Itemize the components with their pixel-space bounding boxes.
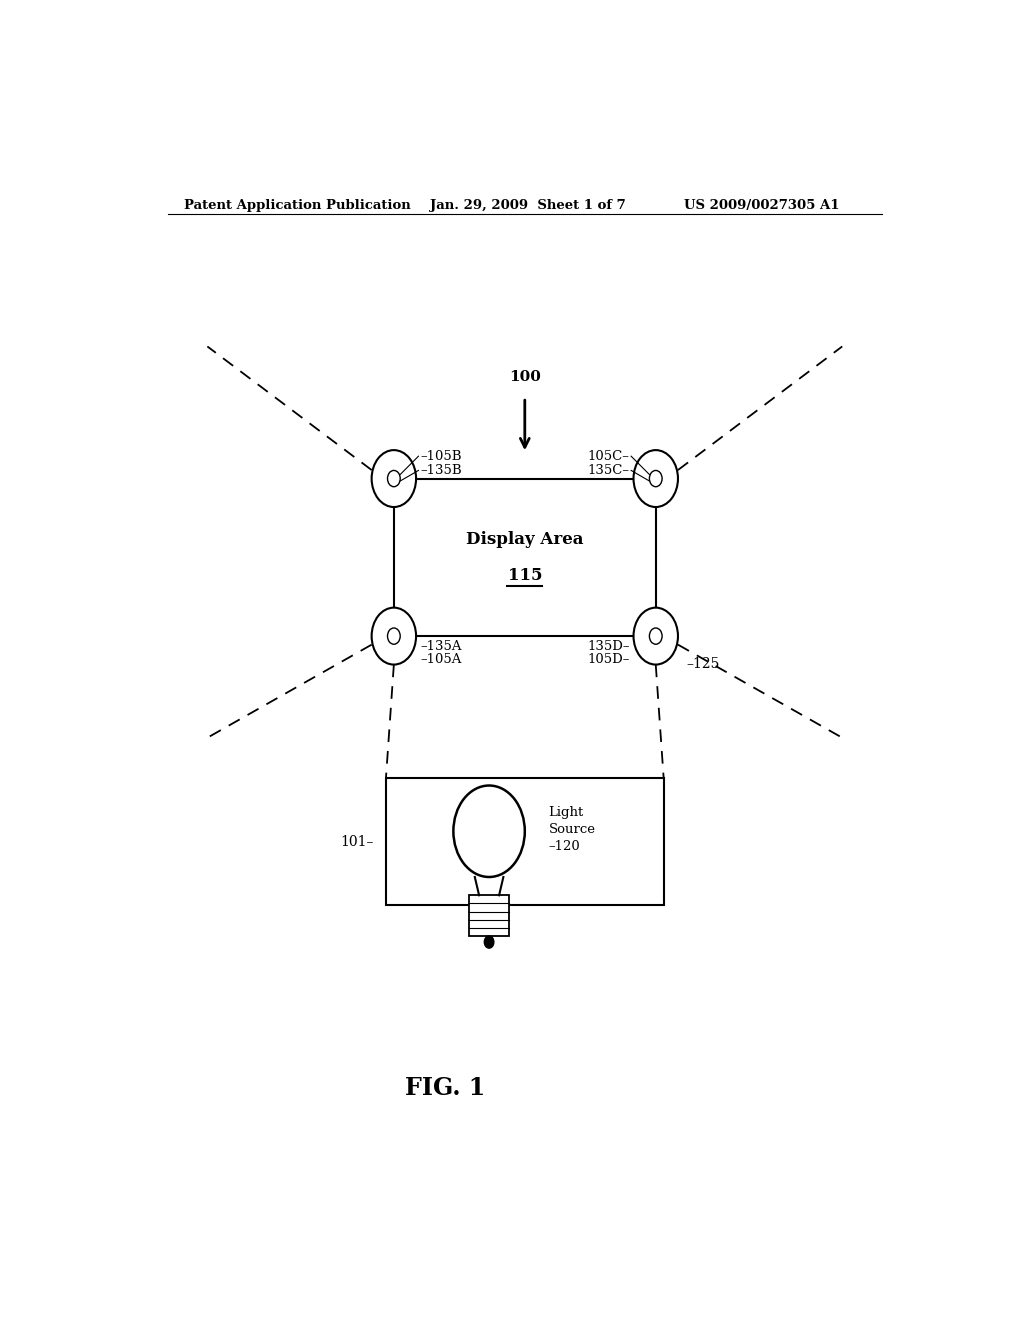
Text: –105A: –105A [420,653,462,667]
Text: US 2009/0027305 A1: US 2009/0027305 A1 [684,199,839,213]
Text: Patent Application Publication: Patent Application Publication [183,199,411,213]
Text: 101–: 101– [341,836,374,849]
Circle shape [372,450,416,507]
Circle shape [634,450,678,507]
Circle shape [649,628,663,644]
Text: 105C–: 105C– [588,450,630,463]
Bar [386,779,664,906]
Bar [394,479,655,636]
Circle shape [372,607,416,664]
Circle shape [649,470,663,487]
Text: FIG. 1: FIG. 1 [406,1076,485,1101]
Text: Display Area: Display Area [466,531,584,548]
Text: 105D–: 105D– [587,653,630,667]
Text: –135A: –135A [420,640,462,653]
Text: –125: –125 [686,657,719,671]
Circle shape [387,628,400,644]
Text: –135B: –135B [420,463,462,477]
Circle shape [634,607,678,664]
Text: 135C–: 135C– [588,463,630,477]
Text: Light
Source
–120: Light Source –120 [549,805,596,853]
Bar [469,895,509,936]
Text: 115: 115 [508,568,542,585]
Text: 135D–: 135D– [587,640,630,653]
Circle shape [387,470,400,487]
Text: Jan. 29, 2009  Sheet 1 of 7: Jan. 29, 2009 Sheet 1 of 7 [430,199,626,213]
Circle shape [484,936,494,948]
Text: –105B: –105B [420,450,462,463]
Text: 100: 100 [509,370,541,384]
